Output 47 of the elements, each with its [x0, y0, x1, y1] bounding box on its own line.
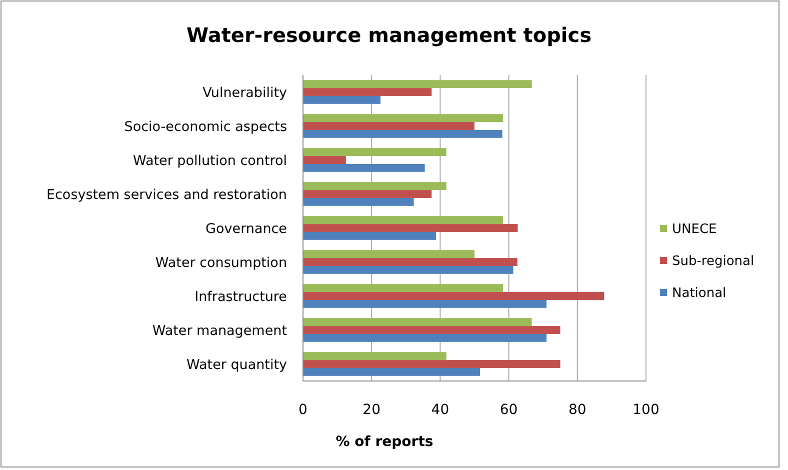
y-tick-label: Water consumption: [155, 255, 287, 271]
bar: [303, 122, 474, 130]
x-tick-label: 0: [298, 402, 308, 418]
bar: [303, 182, 446, 190]
bar: [303, 352, 446, 360]
bar: [303, 250, 474, 258]
bar: [303, 198, 414, 206]
bar: [303, 360, 560, 368]
y-tick-label: Water quantity: [186, 357, 288, 373]
legend-label: National: [672, 286, 726, 301]
bar: [303, 80, 532, 88]
y-tick-label: Water management: [152, 323, 287, 339]
bar: [303, 190, 432, 198]
x-axis-title: % of reports: [336, 434, 434, 450]
bar: [303, 300, 547, 308]
bar: [303, 114, 503, 122]
x-tick-label: 80: [568, 402, 586, 418]
x-tick-label: 20: [362, 402, 381, 418]
bar: [303, 96, 381, 104]
y-tick-label: Infrastructure: [194, 289, 287, 305]
bar: [303, 164, 425, 172]
x-tick-label: 100: [632, 402, 660, 418]
bar: [303, 284, 503, 292]
y-tick-label: Socio-economic aspects: [124, 119, 287, 135]
bar: [303, 88, 432, 96]
bar: [303, 148, 446, 156]
bar: [303, 334, 547, 342]
bar: [303, 368, 480, 376]
x-tick-label: 60: [500, 402, 518, 418]
bar: [303, 292, 604, 300]
bar: [303, 232, 436, 240]
bar: [303, 224, 518, 232]
x-tick-label: 40: [431, 402, 450, 418]
chart-title: Water-resource management topics: [186, 23, 592, 47]
bar: [303, 216, 503, 224]
bar: [303, 130, 502, 138]
legend-label: UNECE: [672, 222, 717, 237]
bar: [303, 266, 514, 274]
y-tick-label: Vulnerability: [202, 85, 288, 101]
bar: [303, 258, 518, 266]
bar: [303, 326, 560, 334]
bar: [303, 156, 346, 164]
bar: [303, 318, 532, 326]
y-tick-label: Water pollution control: [132, 153, 287, 169]
legend-label: Sub-regional: [672, 254, 754, 269]
y-tick-label: Governance: [206, 221, 287, 237]
y-tick-label: Ecosystem services and restoration: [46, 187, 287, 203]
